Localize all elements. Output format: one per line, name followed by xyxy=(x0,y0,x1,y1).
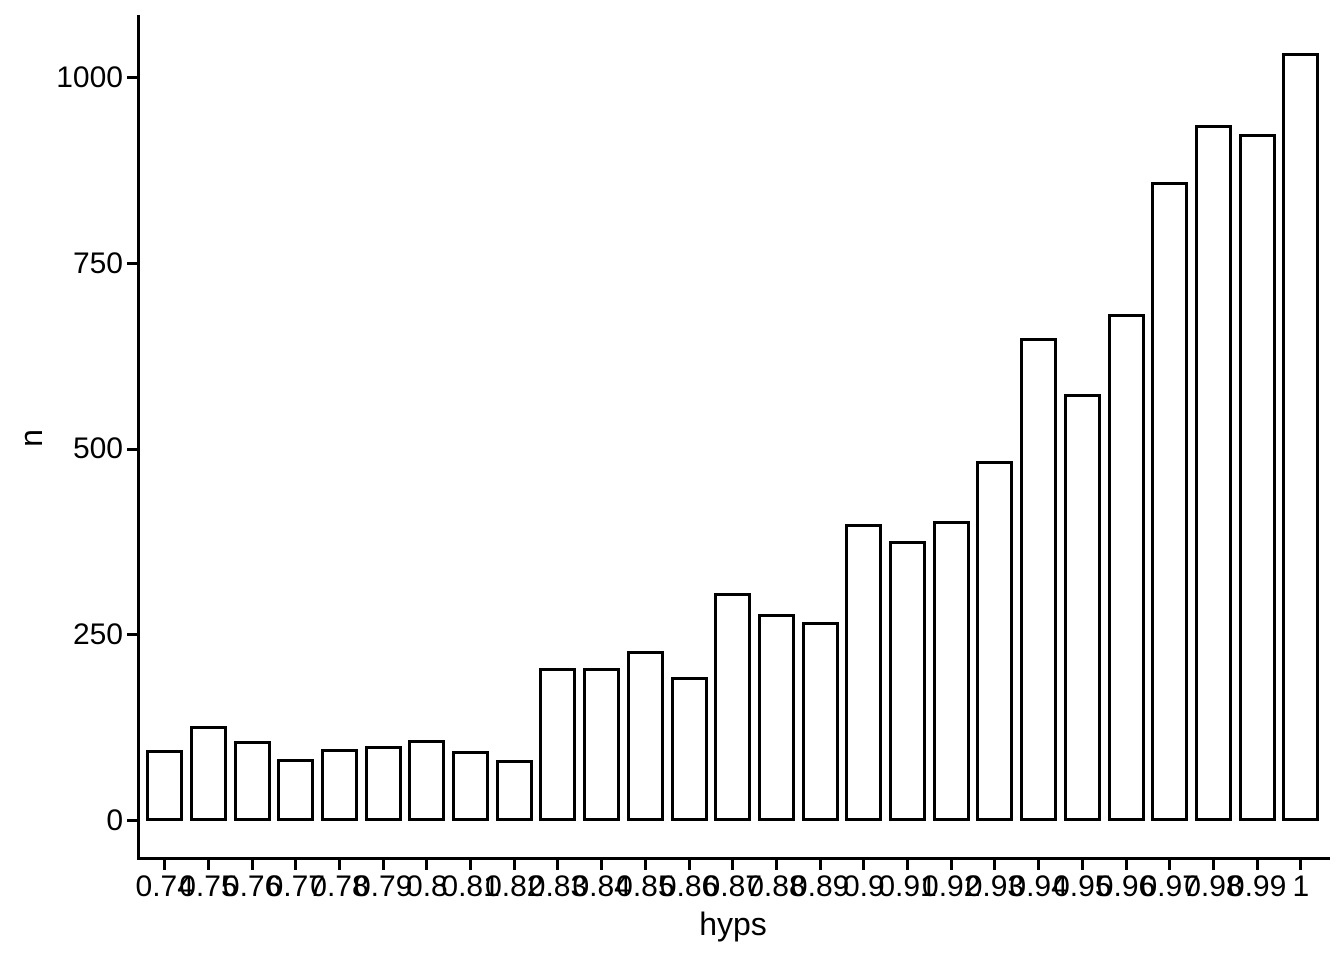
x-tick-label: 0.81 xyxy=(441,870,500,903)
x-tick-label: 0.78 xyxy=(310,870,369,903)
bar-0.86 xyxy=(670,676,708,821)
bar-0.97 xyxy=(1151,181,1189,821)
x-tick xyxy=(1211,860,1215,870)
x-tick-label: 0.79 xyxy=(353,870,413,903)
x-tick-label: 1 xyxy=(1292,870,1310,903)
x-tick xyxy=(337,860,341,870)
x-tick xyxy=(381,860,385,870)
x-tick xyxy=(687,860,691,870)
y-axis-line xyxy=(137,15,140,860)
x-tick xyxy=(469,860,473,870)
bar-0.85 xyxy=(626,650,664,821)
x-tick xyxy=(1124,860,1128,870)
x-tick-label: 0.99 xyxy=(1227,870,1287,903)
bar-0.74 xyxy=(146,750,184,821)
bar-0.9 xyxy=(845,523,883,821)
x-tick xyxy=(731,860,735,870)
x-tick xyxy=(993,860,997,870)
x-tick-label: 0.83 xyxy=(528,870,588,903)
y-tick xyxy=(127,262,138,266)
x-tick xyxy=(425,860,429,870)
bar-0.77 xyxy=(277,758,315,821)
x-tick-label: 0.9 xyxy=(842,870,885,903)
bar-0.95 xyxy=(1063,393,1101,821)
bar-0.93 xyxy=(976,461,1014,821)
x-axis-line xyxy=(137,857,1330,860)
bar-0.94 xyxy=(1020,337,1058,821)
bar-0.78 xyxy=(320,749,358,821)
y-tick xyxy=(127,633,138,637)
y-tick-label: 500 xyxy=(72,432,123,466)
x-tick xyxy=(250,860,254,870)
x-tick xyxy=(163,860,167,870)
y-tick-label: 750 xyxy=(72,246,123,280)
y-tick-label: 1000 xyxy=(56,60,123,94)
bar-1 xyxy=(1282,53,1320,821)
x-tick xyxy=(556,860,560,870)
x-tick-label: 0.74 xyxy=(135,870,194,903)
x-tick-label: 0.86 xyxy=(659,870,719,903)
x-tick-label: 0.77 xyxy=(266,870,325,903)
x-tick-label: 0.95 xyxy=(1053,870,1112,903)
x-axis-title: hyps xyxy=(699,906,767,942)
y-tick-label: 250 xyxy=(72,617,123,651)
x-tick-label: 0.97 xyxy=(1140,870,1199,903)
x-tick xyxy=(906,860,910,870)
bar-0.82 xyxy=(495,760,533,821)
x-tick xyxy=(1080,860,1084,870)
bar-0.92 xyxy=(932,521,970,821)
x-tick xyxy=(949,860,953,870)
x-tick-label: 0.89 xyxy=(790,870,850,903)
bar-0.96 xyxy=(1107,314,1145,821)
y-tick xyxy=(127,76,138,80)
x-tick xyxy=(1168,860,1172,870)
x-tick-label: 0.85 xyxy=(616,870,675,903)
x-tick-label: 0.98 xyxy=(1184,870,1243,903)
x-tick-label: 0.91 xyxy=(878,870,937,903)
x-tick-label: 0.88 xyxy=(747,870,806,903)
x-tick xyxy=(294,860,298,870)
x-tick xyxy=(1037,860,1041,870)
x-tick xyxy=(818,860,822,870)
bar-0.87 xyxy=(714,592,752,821)
bar-0.79 xyxy=(364,746,402,821)
x-tick-label: 0.84 xyxy=(572,870,631,903)
y-tick-label: 0 xyxy=(106,803,123,837)
bar-0.88 xyxy=(757,614,795,821)
x-tick xyxy=(643,860,647,870)
x-tick-label: 0.76 xyxy=(222,870,282,903)
x-tick-label: 0.87 xyxy=(703,870,762,903)
y-tick xyxy=(127,819,138,823)
x-tick xyxy=(862,860,866,870)
x-tick xyxy=(206,860,210,870)
x-tick-label: 0.93 xyxy=(965,870,1025,903)
x-tick-label: 0.8 xyxy=(406,870,448,903)
bar-0.91 xyxy=(889,540,927,821)
x-tick xyxy=(774,860,778,870)
bar-0.84 xyxy=(583,667,621,821)
x-tick-label: 0.82 xyxy=(485,870,544,903)
x-tick-label: 0.92 xyxy=(922,870,981,903)
x-tick xyxy=(512,860,516,870)
x-tick-label: 0.75 xyxy=(179,870,238,903)
bar-0.76 xyxy=(233,741,271,821)
y-tick xyxy=(127,447,138,451)
x-tick xyxy=(600,860,604,870)
bar-0.75 xyxy=(189,726,227,821)
bar-0.81 xyxy=(452,750,490,821)
bar-0.98 xyxy=(1194,124,1232,821)
x-tick-label: 0.96 xyxy=(1096,870,1156,903)
bar-0.89 xyxy=(801,621,839,821)
x-tick xyxy=(1255,860,1259,870)
bar-0.99 xyxy=(1238,133,1276,821)
bar-0.83 xyxy=(539,667,577,821)
x-tick-label: 0.94 xyxy=(1009,870,1068,903)
bar-0.8 xyxy=(408,739,446,821)
x-tick xyxy=(1299,860,1303,870)
